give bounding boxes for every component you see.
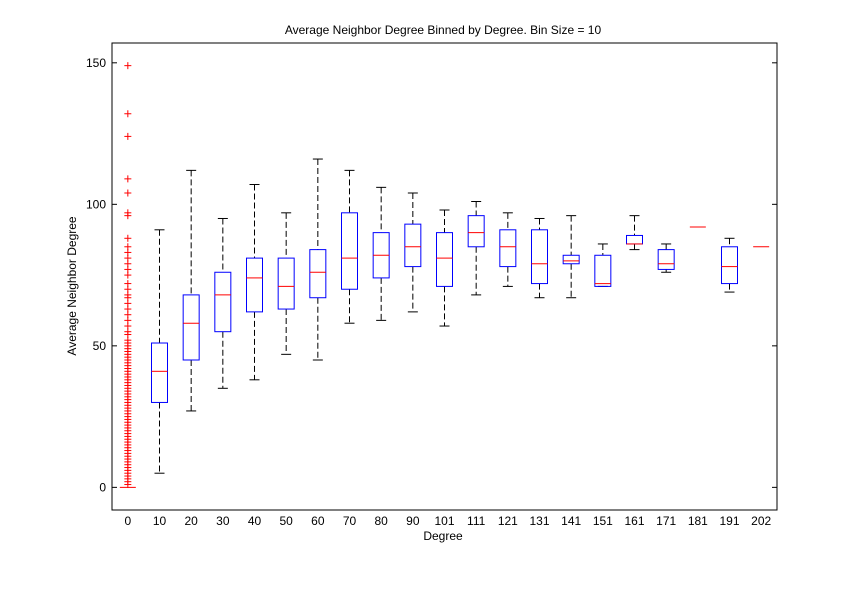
box-121	[499, 212, 517, 287]
box-iqr	[657, 249, 675, 270]
box-50	[277, 212, 295, 355]
y-axis: 0 50 100 150	[86, 56, 777, 494]
x-tick-label: 171	[656, 514, 676, 528]
box-191	[721, 237, 738, 293]
outlier-point	[124, 481, 132, 489]
x-tick-label: 50	[279, 514, 293, 528]
box-iqr	[341, 212, 358, 290]
box-iqr	[277, 257, 295, 310]
box-iqr	[467, 215, 485, 248]
box-131	[531, 217, 548, 299]
x-tick-label: 151	[593, 514, 613, 528]
x-tick-label: 111	[467, 514, 486, 528]
box-iqr	[562, 254, 580, 265]
box-90	[404, 192, 422, 313]
x-tick-label: 40	[248, 514, 262, 528]
box-series	[119, 158, 770, 488]
box-10	[151, 229, 168, 474]
x-axis: 0 10 20 30 40 50 60 70 80 90 101 111 121 131 141 151 161…	[124, 514, 771, 528]
outlier-series	[124, 62, 132, 489]
y-tick-label: 150	[86, 56, 106, 70]
x-axis-label: Degree	[423, 529, 463, 543]
box-141	[562, 215, 580, 299]
axes-frame	[111, 42, 778, 511]
x-tick-label: 181	[688, 514, 708, 528]
x-tick-label: 191	[719, 514, 739, 528]
box-20	[182, 169, 200, 412]
box-40	[246, 184, 263, 381]
outlier-point	[124, 62, 132, 70]
outlier-point	[124, 212, 132, 220]
y-tick-label: 0	[99, 480, 106, 494]
box-iqr	[436, 232, 453, 287]
x-tick-label: 141	[561, 514, 581, 528]
box-iqr	[182, 294, 200, 361]
outlier-point	[124, 175, 132, 183]
x-tick-label: 10	[153, 514, 167, 528]
x-tick-label: 161	[624, 514, 644, 528]
outlier-point	[124, 234, 132, 242]
box-iqr	[246, 257, 263, 313]
box-iqr	[309, 249, 327, 299]
y-axis-label: Average Neighbor Degree	[65, 216, 79, 356]
x-tick-label: 80	[374, 514, 388, 528]
box-171	[657, 243, 675, 273]
box-iqr	[151, 342, 168, 403]
box-iqr	[404, 223, 422, 268]
box-iqr	[499, 229, 517, 268]
plot-area: 0 50 100 150 0 10 20 30 40 50 60 70 80 90 101 111 121 13…	[86, 42, 778, 528]
x-tick-label: 90	[406, 514, 420, 528]
x-tick-label: 101	[434, 514, 454, 528]
outlier-point	[124, 189, 132, 197]
box-111	[467, 200, 485, 296]
x-tick-label: 60	[311, 514, 325, 528]
chart-title: Average Neighbor Degree Binned by Degree…	[285, 23, 602, 37]
box-161	[626, 215, 643, 251]
box-30	[214, 217, 232, 389]
box-80	[372, 186, 390, 321]
x-tick-label: 121	[498, 514, 518, 528]
x-tick-label: 202	[751, 514, 771, 528]
x-tick-label: 0	[124, 514, 131, 528]
y-tick-label: 50	[93, 339, 107, 353]
outlier-point	[124, 110, 132, 118]
box-iqr	[594, 254, 612, 287]
box-151	[594, 243, 612, 287]
box-70	[341, 169, 358, 324]
outlier-point	[124, 271, 132, 279]
x-tick-label: 70	[343, 514, 357, 528]
outlier-point	[124, 132, 132, 140]
box-101	[436, 209, 453, 327]
box-60	[309, 158, 327, 361]
x-tick-label: 20	[184, 514, 198, 528]
box-iqr	[531, 229, 548, 285]
box-iqr	[214, 271, 232, 333]
box-iqr	[721, 246, 738, 285]
x-tick-label: 30	[216, 514, 230, 528]
x-tick-label: 131	[529, 514, 549, 528]
y-tick-label: 100	[86, 197, 106, 211]
